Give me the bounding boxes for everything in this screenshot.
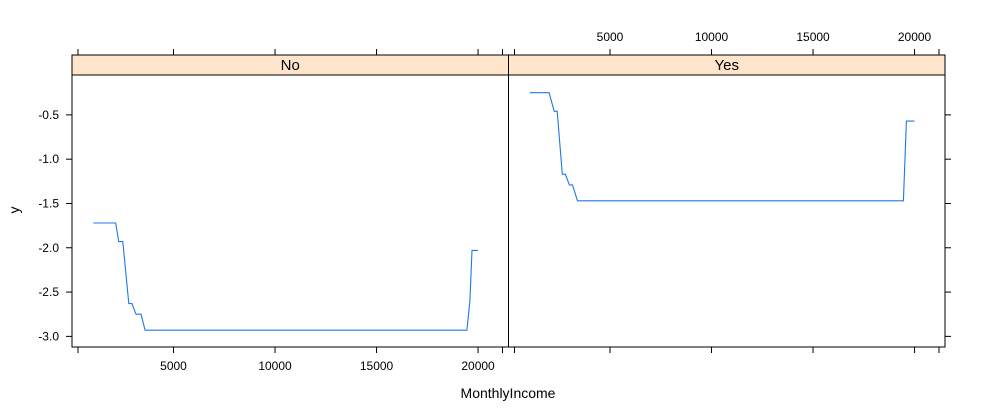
x-tick-label: 5000 [160, 359, 187, 373]
y-axis-title: y [6, 207, 22, 214]
y-tick-label: -0.5 [38, 108, 59, 122]
x-axis-title: MonthlyIncome [461, 385, 556, 401]
y-tick-label: -2.0 [38, 241, 59, 255]
panel-frame [508, 74, 946, 348]
y-tick-label: -2.5 [38, 285, 59, 299]
axes: 5000 10000 15000 20000 5000 10000 15000 20000 -0… [38, 30, 951, 373]
x-tick-label: 5000 [597, 30, 624, 44]
series-line-no [93, 222, 478, 331]
x-tick-label: 15000 [360, 359, 394, 373]
strip-label: Yes [715, 57, 739, 74]
series-line-yes [529, 92, 915, 202]
panel-frame [71, 74, 509, 348]
panels: No Yes [71, 54, 946, 348]
x-tick-label: 10000 [258, 359, 292, 373]
x-tick-label: 20000 [898, 30, 932, 44]
y-tick-label: -1.0 [38, 152, 59, 166]
y-tick-label: -3.0 [38, 329, 59, 343]
x-tick-label: 10000 [695, 30, 729, 44]
y-tick-label: -1.5 [38, 196, 59, 210]
panel-yes: Yes [508, 54, 946, 348]
x-tick-label: 15000 [796, 30, 830, 44]
panel-no: No [71, 54, 509, 348]
x-tick-label: 20000 [461, 359, 495, 373]
strip-label: No [281, 57, 300, 74]
